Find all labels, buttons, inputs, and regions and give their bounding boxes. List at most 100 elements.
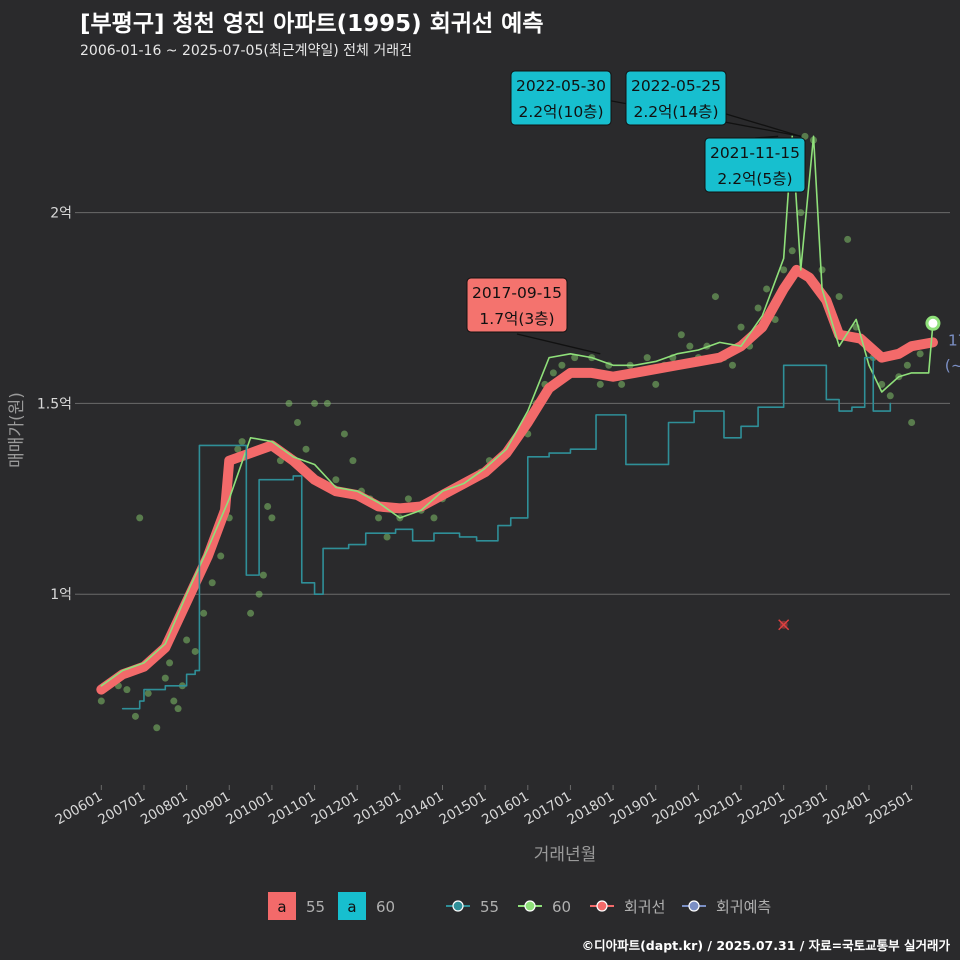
x-tick-label: 201901 (607, 789, 660, 829)
scatter-point (153, 724, 161, 732)
scatter-point (311, 399, 319, 407)
scatter-point (763, 285, 771, 293)
scatter-point (771, 315, 779, 323)
scatter-point (797, 209, 805, 217)
annotation-date: 2022-05-30 (516, 77, 606, 95)
scatter-point (238, 438, 246, 446)
scatter-point (737, 323, 745, 331)
scatter-point (183, 636, 191, 644)
legend-line-key-label: 회귀예측 (716, 898, 771, 916)
x-tick-label: 201101 (266, 789, 319, 829)
x-tick-label: 201301 (351, 789, 404, 829)
scatter-point (908, 419, 916, 426)
scatter-point (174, 705, 182, 713)
scatter-point (652, 380, 660, 388)
scatter-point (166, 659, 174, 667)
annotation-date: 2017-09-15 (472, 284, 562, 302)
chart-title: [부평구] 청천 영진 아파트(1995) 회귀선 예측 (80, 11, 544, 37)
latest-area-label: (~60㎡) (945, 356, 960, 374)
x-tick-label: 200801 (138, 789, 191, 829)
scatter-point (835, 293, 843, 301)
y-tick-label: 2억 (50, 206, 72, 222)
x-tick-label: 202001 (650, 789, 703, 829)
x-tick-label: 201001 (223, 789, 276, 829)
scatter-point (788, 247, 796, 255)
scatter-point (131, 712, 139, 720)
series-line-55 (121, 356, 892, 710)
scatter-point (549, 369, 557, 377)
grid-layer (80, 212, 950, 595)
legend-line-key-label: 회귀선 (624, 898, 665, 916)
scatter-point (903, 361, 911, 369)
x-tick-label: 201401 (394, 789, 447, 829)
scatter-point (677, 331, 685, 339)
x-axis-title: 거래년월 (534, 845, 597, 865)
scatter-point (780, 266, 788, 274)
annotation-box (704, 137, 806, 193)
x-tick-label: 200901 (181, 789, 234, 829)
x-tick-label: 202301 (778, 789, 831, 829)
annotation-price: 2.2억(5층) (717, 170, 792, 188)
annotation-box (466, 277, 568, 333)
scatter-point (285, 399, 293, 407)
x-tick-label: 202501 (863, 789, 916, 829)
legend-line-key-dot (596, 900, 608, 912)
scatter-point (340, 430, 348, 438)
x-tick-label: 201201 (309, 789, 362, 829)
scatter-point (294, 419, 301, 426)
latest-price-label: 17,100 (948, 331, 960, 349)
line-layer (96, 135, 938, 710)
annotation-date: 2021-11-15 (710, 144, 800, 162)
scatter-point (404, 495, 412, 503)
legend-line-key-label: 60 (552, 898, 571, 916)
x-tick-label: 202201 (735, 789, 788, 829)
legend-line-key-dot (688, 900, 700, 912)
scatter-point (259, 571, 267, 579)
legend-fill-key-label: 60 (376, 898, 395, 916)
scatter-point (323, 399, 331, 407)
legend-line-key-dot (452, 900, 464, 912)
annotation-price: 2.2억(10층) (519, 103, 604, 121)
legend-line-key-dot (524, 900, 536, 912)
scatter-point (97, 697, 105, 705)
scatter-point (618, 380, 626, 388)
scatter-point (247, 609, 255, 617)
latest-point-marker (925, 315, 941, 331)
scatter-point (208, 579, 216, 587)
y-tick-label: 1.5억 (37, 396, 72, 412)
legend-line-key-label: 55 (480, 898, 499, 916)
x-tick-label: 201701 (522, 789, 575, 829)
scatter-point (643, 354, 651, 362)
legend-fill-key (338, 892, 366, 920)
scatter-point (844, 235, 852, 243)
scatter-point (818, 266, 826, 274)
scatter-point (916, 350, 924, 358)
x-tick-label: 201601 (479, 789, 532, 829)
annotation-price: 1.7억(3층) (479, 310, 554, 328)
x-tick-label: 201801 (564, 789, 617, 829)
scatter-point (878, 380, 886, 388)
scatter-point (268, 514, 276, 522)
scatter-point (234, 445, 242, 453)
scatter-point (430, 514, 438, 522)
annotation-box (510, 70, 612, 126)
annotation-date: 2022-05-25 (631, 77, 721, 95)
x-tick-label: 200701 (95, 789, 148, 829)
x-tick-label: 201501 (437, 789, 490, 829)
scatter-point (255, 590, 263, 598)
chart-subtitle: 2006-01-16 ~ 2025-07-05(최근계약일) 전체 거래건 (80, 43, 412, 59)
scatter-point (711, 293, 719, 301)
scatter-point (332, 476, 340, 484)
outlier-x-marker (778, 619, 790, 631)
scatter-point (161, 674, 169, 682)
scatter-point (886, 392, 894, 400)
scatter-point (596, 380, 604, 388)
annotation-price: 2.2억(14층) (634, 103, 719, 121)
y-tick-label: 1억 (50, 587, 72, 603)
x-tick-label: 202101 (692, 789, 745, 829)
scatter-point (276, 457, 284, 465)
legend-fill-key-letter: a (347, 898, 356, 916)
scatter-point (200, 609, 208, 617)
x-tick-label: 200601 (53, 789, 106, 829)
